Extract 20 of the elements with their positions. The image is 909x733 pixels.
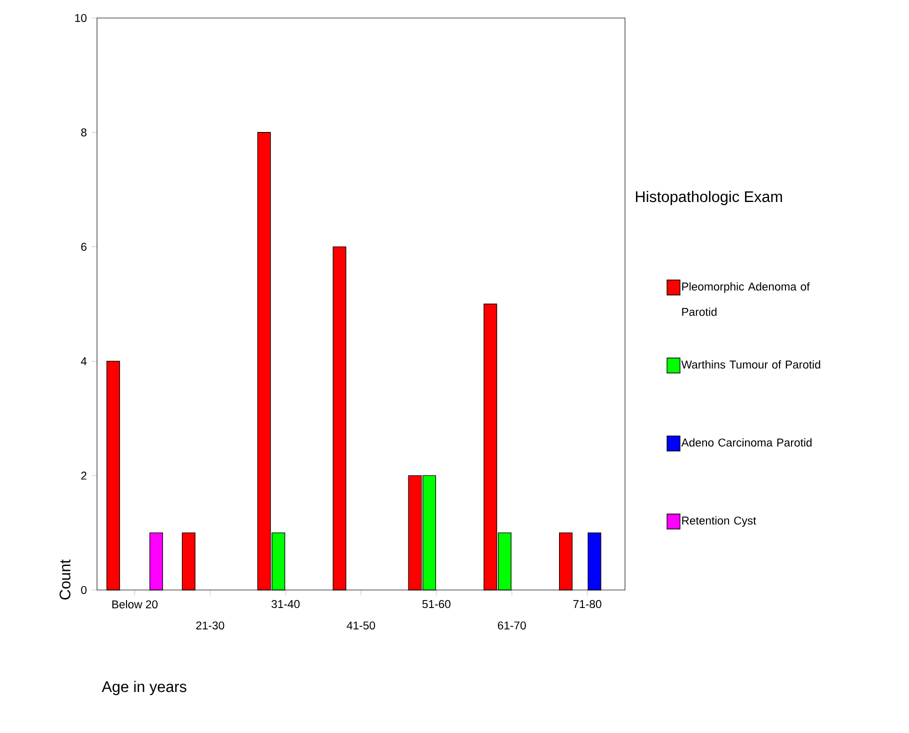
legend-label: Retention Cyst [682, 516, 756, 527]
text: Pleomorphic Adenoma of Parotid [682, 282, 810, 316]
x-tick-label: 31-40 [272, 600, 300, 608]
y-tick-label: 10 [75, 14, 87, 22]
y-tick-label: 4 [80, 357, 87, 366]
y-axis-title: Count [60, 560, 70, 600]
x-tick-label: 61-70 [498, 621, 526, 630]
legend-label: Warthins Tumour of Parotid [681, 360, 820, 369]
legend-title: Histopathologic Exam [636, 190, 782, 206]
x-tick-label: 21-30 [196, 621, 224, 630]
x-tick-label: 41-50 [346, 621, 376, 630]
y-tick-label: 0 [81, 586, 87, 594]
x-tick-label: 51-60 [422, 600, 450, 608]
x-tick-label: 71-80 [573, 600, 602, 608]
y-tick-label: 6 [81, 242, 86, 251]
y-tick-label: 8 [81, 128, 86, 136]
x-tick-label: Below 20 [112, 600, 158, 608]
x-axis-title: Age in years [102, 680, 186, 696]
legend-label: Adeno Carcinoma Parotid [681, 438, 812, 447]
y-tick-label: 2 [81, 472, 86, 480]
